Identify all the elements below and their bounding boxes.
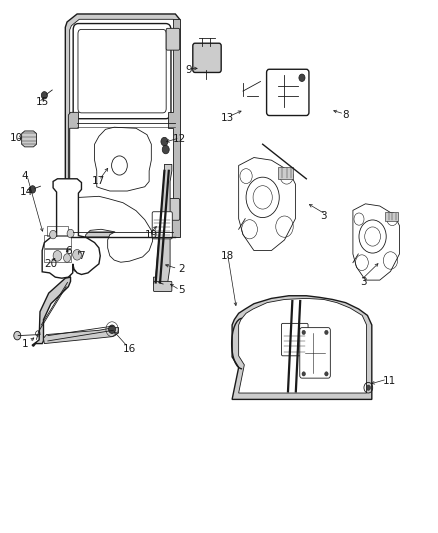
FancyBboxPatch shape xyxy=(385,212,398,221)
Circle shape xyxy=(49,230,57,239)
Circle shape xyxy=(14,332,21,340)
Polygon shape xyxy=(32,277,71,346)
Polygon shape xyxy=(232,296,372,399)
Polygon shape xyxy=(70,19,175,232)
Polygon shape xyxy=(65,14,180,237)
Text: 16: 16 xyxy=(123,344,136,354)
Text: 4: 4 xyxy=(21,171,28,181)
FancyBboxPatch shape xyxy=(73,23,171,119)
FancyBboxPatch shape xyxy=(166,198,180,220)
Polygon shape xyxy=(239,298,367,393)
Text: 14: 14 xyxy=(20,187,34,197)
Polygon shape xyxy=(57,184,152,282)
Circle shape xyxy=(64,254,71,262)
Polygon shape xyxy=(43,328,119,344)
Polygon shape xyxy=(239,158,295,251)
Polygon shape xyxy=(166,19,180,237)
Text: 2: 2 xyxy=(179,264,185,274)
Circle shape xyxy=(161,138,168,146)
Circle shape xyxy=(73,249,81,260)
Text: 11: 11 xyxy=(383,376,396,386)
Circle shape xyxy=(67,229,74,238)
Circle shape xyxy=(162,146,169,154)
Polygon shape xyxy=(68,112,78,237)
Text: 12: 12 xyxy=(173,134,186,144)
Circle shape xyxy=(29,185,35,193)
Polygon shape xyxy=(21,131,36,147)
Bar xyxy=(44,235,71,248)
FancyBboxPatch shape xyxy=(282,324,308,356)
Circle shape xyxy=(41,92,47,99)
Text: 7: 7 xyxy=(78,251,85,261)
Text: 9: 9 xyxy=(185,65,192,75)
Circle shape xyxy=(53,251,62,261)
Circle shape xyxy=(325,330,328,335)
Polygon shape xyxy=(42,179,100,278)
Text: 13: 13 xyxy=(221,112,234,123)
FancyBboxPatch shape xyxy=(153,281,172,292)
Text: 20: 20 xyxy=(44,259,57,269)
Polygon shape xyxy=(153,165,172,284)
Text: 8: 8 xyxy=(343,110,349,120)
Text: 3: 3 xyxy=(360,278,367,287)
Polygon shape xyxy=(353,204,399,280)
FancyBboxPatch shape xyxy=(166,28,180,50)
Circle shape xyxy=(302,372,305,376)
Text: 6: 6 xyxy=(65,246,72,255)
Text: 17: 17 xyxy=(92,176,106,187)
FancyBboxPatch shape xyxy=(300,328,330,378)
Polygon shape xyxy=(95,127,151,191)
Circle shape xyxy=(299,74,305,82)
Text: 3: 3 xyxy=(321,211,327,221)
FancyBboxPatch shape xyxy=(152,212,172,239)
Text: 10: 10 xyxy=(9,133,22,143)
Bar xyxy=(46,226,68,236)
Circle shape xyxy=(302,330,305,335)
Circle shape xyxy=(366,385,371,390)
Circle shape xyxy=(325,372,328,376)
Text: 5: 5 xyxy=(179,286,185,295)
Bar xyxy=(44,249,71,262)
FancyBboxPatch shape xyxy=(278,167,293,179)
Text: 15: 15 xyxy=(35,96,49,107)
Text: 1: 1 xyxy=(21,338,28,349)
FancyBboxPatch shape xyxy=(193,43,221,72)
Text: 19: 19 xyxy=(145,230,158,240)
Text: 18: 18 xyxy=(221,251,234,261)
FancyBboxPatch shape xyxy=(267,69,309,116)
Circle shape xyxy=(109,325,116,334)
